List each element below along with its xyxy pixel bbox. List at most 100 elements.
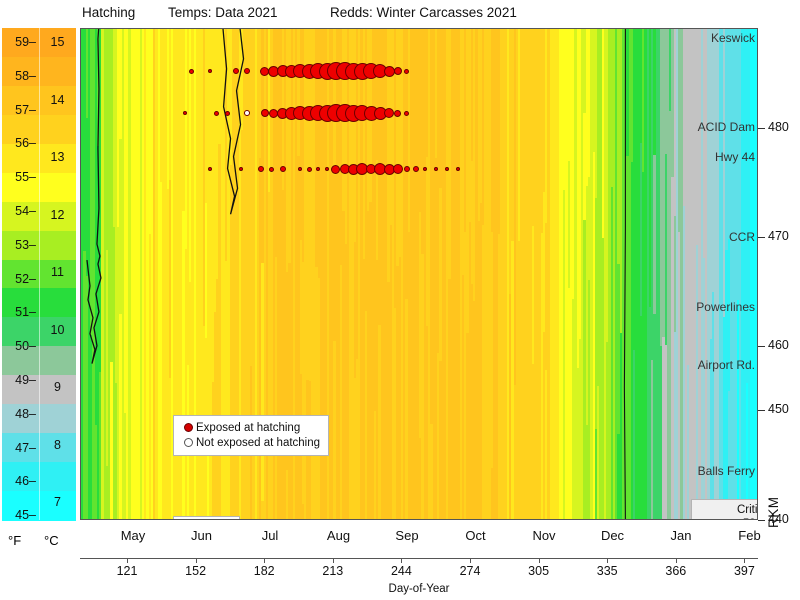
heatmap-cell	[594, 429, 598, 519]
redd-marker	[269, 166, 275, 172]
heatmap-cell	[506, 233, 510, 519]
heatmap-cell	[673, 331, 677, 519]
heatmap-cell	[128, 29, 132, 262]
heatmap-cell	[299, 29, 303, 242]
heatmap-cell	[274, 29, 278, 258]
open-dot-icon	[180, 437, 196, 449]
heatmap-cell	[391, 29, 395, 519]
heatmap-cell	[705, 455, 709, 519]
heatmap-cell	[448, 29, 452, 280]
heatmap-cell	[727, 391, 731, 519]
colorbar-c-tick: 14	[50, 92, 65, 107]
heatmap-cell	[572, 29, 576, 136]
title-hatching: Hatching	[82, 5, 136, 20]
heatmap-cell	[441, 348, 445, 519]
heatmap-cell	[524, 348, 528, 519]
legend-critical-title: Critical temp:	[736, 504, 758, 516]
heatmap-cell	[720, 276, 724, 519]
heatmap-cell	[666, 29, 670, 519]
heatmap-cell	[684, 250, 688, 401]
heatmap-cell	[488, 29, 492, 291]
heatmap-cell	[360, 312, 364, 519]
heatmap-cell	[301, 261, 305, 505]
doy-tick-label: 121	[116, 564, 138, 578]
heatmap-cell	[428, 29, 432, 519]
heatmap-cell	[554, 29, 558, 273]
heatmap-plot-area[interactable]: Keswick ACID Dam Hwy 44 CCR Powerlines Airpor…	[80, 28, 758, 520]
heatmap-cell	[367, 211, 371, 519]
heatmap-cell	[407, 29, 411, 234]
heatmap-cell	[238, 29, 242, 519]
heatmap-cell	[529, 29, 533, 519]
heatmap-cell	[524, 29, 528, 350]
rkm-axis-title: RKM	[766, 496, 781, 529]
heatmap-cell	[725, 29, 729, 251]
doy-tick-label: 305	[528, 564, 550, 578]
heatmap-cell	[455, 264, 459, 519]
heatmap-cell	[108, 29, 112, 519]
heatmap-cell	[299, 240, 303, 376]
heatmap-cell	[610, 347, 614, 519]
heatmap-cell	[164, 242, 168, 519]
heatmap-cell	[286, 470, 290, 519]
heatmap-cell	[491, 29, 495, 233]
heatmap-cell	[646, 341, 650, 519]
heatmap-cell	[651, 161, 655, 361]
heatmap-cell	[137, 29, 141, 519]
heatmap-cell	[234, 238, 238, 519]
heatmap-cell	[94, 205, 98, 426]
heatmap-cell	[718, 218, 722, 462]
heatmap-cell	[594, 198, 598, 431]
heatmap-cell	[569, 202, 574, 519]
month-label: Jun	[191, 528, 212, 543]
heatmap-cell	[497, 234, 501, 476]
heatmap-cell	[585, 29, 589, 187]
heatmap-cell	[168, 179, 172, 379]
redd-marker	[224, 110, 230, 116]
heatmap-cell	[491, 231, 495, 470]
heatmap-cell	[470, 283, 474, 519]
heatmap-cell	[567, 29, 571, 163]
heatmap-cell	[624, 199, 628, 519]
redd-marker	[316, 167, 321, 171]
heatmap-cell	[398, 257, 402, 519]
redd-marker	[422, 167, 427, 171]
heatmap-cell	[351, 29, 355, 257]
heatmap-cell	[651, 359, 655, 519]
heatmap-cell	[520, 165, 524, 270]
colorbar-f-tick: 45–	[15, 508, 36, 523]
heatmap-cell	[198, 168, 202, 519]
heatmap-cell	[590, 297, 594, 519]
heatmap-cell	[729, 29, 733, 519]
heatmap-cell	[159, 269, 163, 519]
colorbar-f-tick: 48–	[15, 406, 36, 421]
heatmap-cell	[675, 29, 679, 253]
heatmap-cell	[337, 205, 341, 519]
heatmap-cell	[200, 227, 204, 519]
heatmap-cell	[513, 384, 517, 519]
rkm-tick	[758, 520, 765, 521]
redd-marker	[238, 167, 243, 171]
heatmap-cell	[678, 29, 682, 234]
heatmap-cell	[441, 29, 445, 350]
heatmap-cell	[606, 211, 610, 343]
heatmap-cell	[87, 29, 91, 519]
heatmap-cell	[563, 364, 567, 519]
landmark-label: CCR	[729, 230, 755, 244]
heatmap-cell	[195, 177, 199, 406]
heatmap-cell	[153, 29, 157, 519]
heatmap-cell	[633, 29, 637, 352]
heatmap-cell	[177, 29, 181, 519]
heatmap-cell	[470, 29, 474, 162]
heatmap-cell	[369, 202, 373, 519]
heatmap-cell	[182, 210, 186, 308]
redd-marker	[404, 68, 410, 74]
heatmap-cell	[660, 115, 664, 348]
heatmap-cell	[261, 262, 265, 503]
heatmap-cell	[709, 29, 713, 128]
heatmap-cell	[484, 29, 488, 176]
heatmap-cell	[425, 156, 429, 327]
critical-temp-contour-segment	[222, 29, 245, 215]
month-label: Oct	[465, 528, 486, 543]
colorbar-f-tick: 52–	[15, 271, 36, 286]
